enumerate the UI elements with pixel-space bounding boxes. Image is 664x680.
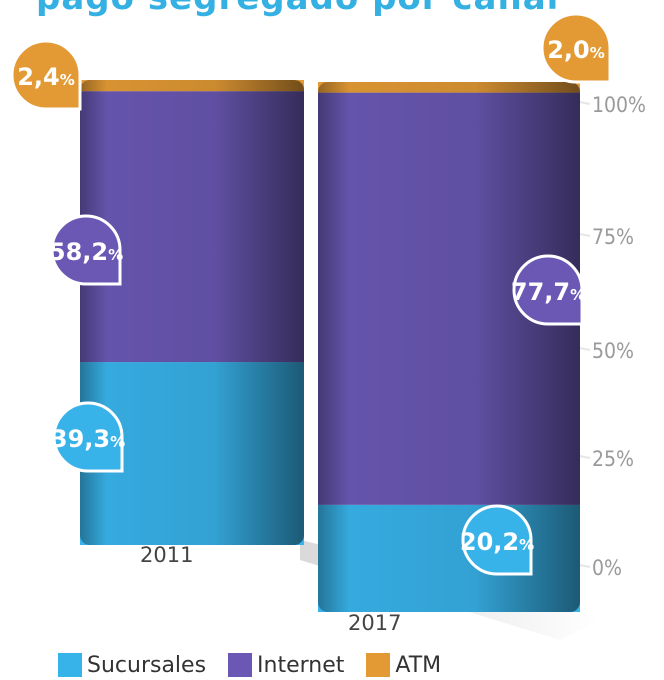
data-label-sucursales-2017: 20,2%	[460, 504, 534, 576]
y-tick-label: 100%	[592, 93, 646, 117]
legend-item-sucursales: Sucursales	[58, 653, 206, 678]
legend-item-internet: Internet	[228, 653, 344, 678]
svg-text:2,4%: 2,4%	[17, 63, 75, 91]
legend-swatch	[228, 653, 253, 677]
legend-item-atm: ATM	[366, 653, 441, 678]
stacked-bar-chart: 0% 25% 50% 75% 100% 39,3% 58,2% 2,4% 20,2% 77,7%…	[10, 12, 646, 640]
y-tick-label: 75%	[592, 225, 634, 249]
legend-label: Internet	[257, 652, 345, 678]
legend-swatch	[366, 653, 391, 677]
x-category-label: 2011	[140, 543, 193, 567]
data-label-atm-2017: 2,0%	[540, 12, 612, 84]
data-label-internet-2011: 58,2%	[49, 214, 123, 286]
data-label-sucursales-2011: 39,3%	[51, 401, 125, 473]
chart-legend: Sucursales Internet ATM	[58, 650, 441, 680]
svg-text:39,3%: 39,3%	[51, 425, 125, 453]
svg-text:58,2%: 58,2%	[49, 238, 123, 266]
bar-shading-2017	[318, 82, 580, 612]
chart-title: pago segregado por canal	[36, 0, 636, 18]
y-tick-label: 0%	[592, 556, 622, 580]
legend-label: Sucursales	[87, 652, 207, 678]
y-tick-label: 50%	[592, 339, 634, 363]
svg-text:77,7%: 77,7%	[511, 278, 585, 306]
legend-swatch	[58, 653, 82, 677]
svg-text:20,2%: 20,2%	[460, 528, 534, 556]
y-tick-label: 25%	[592, 447, 634, 471]
data-label-atm-2011: 2,4%	[10, 39, 82, 111]
x-category-label: 2017	[348, 611, 401, 635]
bar-shading-2011	[80, 80, 304, 545]
legend-label: ATM	[395, 652, 442, 678]
data-label-internet-2017: 77,7%	[511, 254, 585, 326]
svg-text:2,0%: 2,0%	[547, 36, 605, 64]
